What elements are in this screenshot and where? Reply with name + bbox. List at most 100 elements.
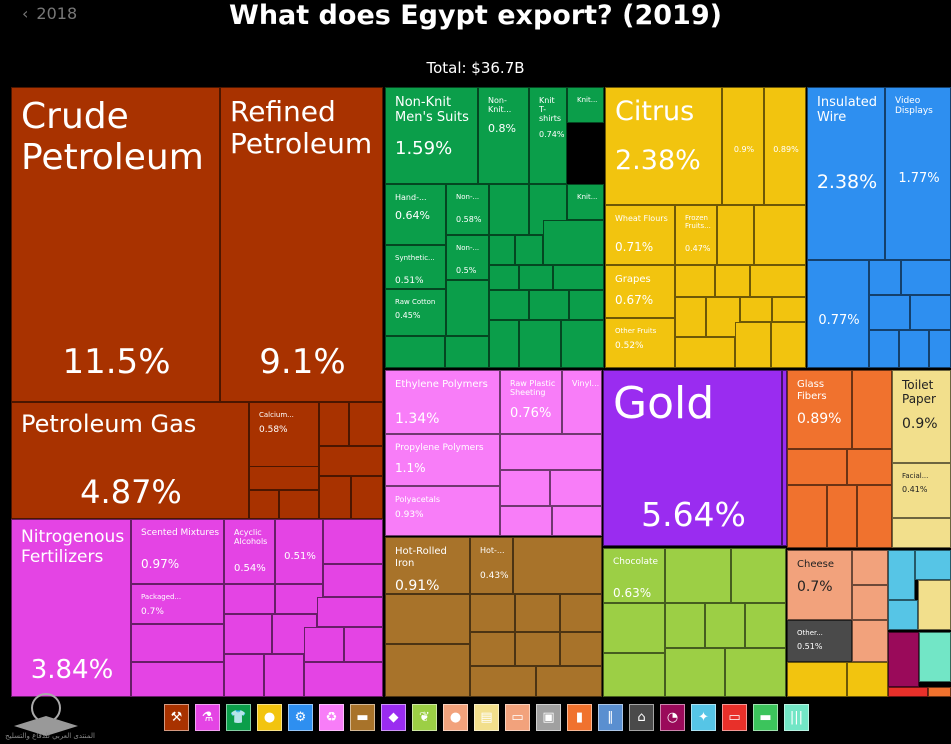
treemap-tile[interactable]: Vinyl... (562, 370, 602, 434)
treemap-tile[interactable] (847, 449, 892, 485)
treemap-tile[interactable] (317, 597, 383, 627)
treemap-tile[interactable]: Citrus 2.38% (605, 87, 722, 205)
treemap-tile[interactable] (869, 295, 910, 330)
treemap-tile[interactable]: Grapes 0.67% (605, 265, 675, 318)
treemap-tile[interactable] (888, 632, 919, 687)
treemap-tile[interactable]: Petroleum Gas 4.87% (11, 402, 249, 519)
truck-icon[interactable]: ▬ (753, 704, 778, 731)
treemap-tile[interactable] (665, 648, 725, 697)
treemap-tile[interactable] (304, 627, 344, 662)
treemap-tile[interactable] (519, 265, 553, 290)
treemap-tile[interactable] (675, 337, 735, 368)
treemap-tile[interactable] (888, 687, 928, 697)
treemap-tile[interactable] (901, 260, 951, 295)
shirt-icon[interactable]: 👕 (226, 704, 251, 731)
fruit-icon[interactable]: ● (257, 704, 282, 731)
treemap-tile[interactable] (735, 322, 771, 368)
treemap-tile[interactable] (249, 490, 279, 519)
treemap-tile[interactable]: Packaged... 0.7% (131, 584, 224, 624)
treemap-tile[interactable] (745, 603, 786, 648)
treemap-tile[interactable] (717, 205, 754, 265)
treemap-tile[interactable]: Knit... (567, 184, 604, 220)
treemap-tile[interactable] (888, 600, 918, 630)
treemap-tile[interactable] (515, 235, 543, 265)
treemap-tile[interactable] (500, 470, 550, 506)
treemap-tile[interactable] (910, 295, 951, 330)
treemap-tile[interactable] (543, 220, 604, 265)
treemap-tile[interactable] (754, 205, 806, 265)
treemap-tile[interactable] (515, 632, 560, 666)
treemap-tile[interactable] (489, 184, 529, 235)
flask-icon[interactable]: ⚗ (195, 704, 220, 731)
treemap-tile[interactable] (470, 666, 536, 697)
treemap-tile[interactable] (470, 632, 515, 666)
treemap-tile[interactable]: Hand-... 0.64% (385, 184, 446, 245)
treemap-tile[interactable]: Glass Fibers 0.89% (787, 370, 852, 449)
treemap-tile[interactable] (275, 584, 323, 614)
treemap-tile[interactable]: Other Fruits 0.52% (605, 318, 675, 368)
treemap-tile[interactable] (569, 290, 604, 320)
shoe-icon[interactable]: ▭ (505, 704, 530, 731)
treemap-tile[interactable] (500, 434, 602, 470)
treemap-tile[interactable]: Chocolate 0.63% (603, 548, 665, 603)
treemap-tile[interactable]: Non-... 0.5% (446, 235, 489, 280)
treemap-tile[interactable] (772, 297, 806, 322)
treemap-tile[interactable] (857, 485, 892, 548)
treemap-tile[interactable]: 0.89% (764, 87, 806, 205)
treemap-tile[interactable] (915, 550, 951, 580)
treemap-tile[interactable]: Synthetic... 0.51% (385, 245, 446, 289)
treemap-tile[interactable] (888, 550, 915, 600)
treemap-tile[interactable]: Facial... 0.41% (892, 463, 951, 518)
scroll-icon[interactable]: ▤ (474, 704, 499, 731)
treemap-tile[interactable] (929, 330, 951, 368)
treemap-tile[interactable]: Wheat Flours 0.71% (605, 205, 675, 265)
treemap-tile[interactable] (279, 490, 319, 519)
pick-axe-icon[interactable]: ⚒ (164, 704, 189, 731)
treemap-tile[interactable] (675, 297, 706, 337)
treemap-tile[interactable]: Refined Petroleum 9.1% (220, 87, 383, 402)
gear-icon[interactable]: ⚙ (288, 704, 313, 731)
treemap-tile[interactable]: Toilet Paper 0.9% (892, 370, 951, 463)
treemap-tile[interactable] (489, 320, 519, 368)
gem-icon[interactable]: ◆ (381, 704, 406, 731)
treemap-tile[interactable] (787, 485, 827, 548)
treemap-tile[interactable] (323, 564, 383, 597)
treemap-tile[interactable] (550, 470, 602, 506)
treemap-tile[interactable] (264, 654, 304, 697)
treemap-tile[interactable]: Raw Cotton 0.45% (385, 289, 446, 336)
easel-icon[interactable]: ⌂ (629, 704, 654, 731)
weave-icon[interactable]: ||| (784, 704, 809, 731)
treemap-tile[interactable]: Crude Petroleum 11.5% (11, 87, 220, 402)
treemap-tile[interactable] (782, 370, 787, 546)
treemap-tile[interactable] (489, 235, 515, 265)
treemap-tile[interactable]: Hot-... 0.43% (470, 537, 513, 594)
treemap-tile[interactable]: 0.51% (275, 519, 323, 584)
treemap-tile[interactable]: Calcium... 0.58% (249, 402, 319, 467)
treemap-tile[interactable] (665, 603, 705, 648)
treemap-tile[interactable]: Video Displays 1.77% (885, 87, 951, 260)
treemap-tile[interactable] (529, 290, 569, 320)
treemap-tile[interactable] (892, 518, 951, 548)
treemap-tile[interactable]: Hot-Rolled Iron 0.91% (385, 537, 470, 594)
treemap-tile[interactable]: Gold 5.64% (603, 370, 782, 546)
treemap-tile[interactable] (552, 506, 602, 536)
treemap-tile[interactable] (515, 594, 560, 632)
treemap-tile[interactable]: Non-Knit... 0.8% (478, 87, 529, 184)
treemap-tile[interactable]: Ethylene Polymers 1.34% (385, 370, 500, 434)
treemap-tile[interactable] (852, 585, 888, 620)
treemap-tile[interactable] (750, 265, 806, 297)
treemap-tile[interactable] (131, 662, 224, 697)
treemap-tile[interactable] (852, 620, 888, 662)
treemap-tile[interactable] (928, 687, 951, 697)
treemap-tile[interactable]: 0.9% (722, 87, 764, 205)
treemap-tile[interactable] (500, 506, 552, 536)
treemap-tile[interactable]: Non-Knit Men's Suits 1.59% (385, 87, 478, 184)
treemap-tile[interactable] (603, 653, 665, 697)
gauge-icon[interactable]: ◔ (660, 704, 685, 731)
hide-icon[interactable]: ✦ (691, 704, 716, 731)
treemap-tile[interactable] (344, 627, 383, 662)
treemap-tile[interactable] (513, 537, 602, 594)
treemap-tile[interactable] (731, 548, 786, 603)
treemap-tile[interactable] (349, 402, 383, 446)
previous-year-link[interactable]: ‹ 2018 (22, 4, 77, 23)
